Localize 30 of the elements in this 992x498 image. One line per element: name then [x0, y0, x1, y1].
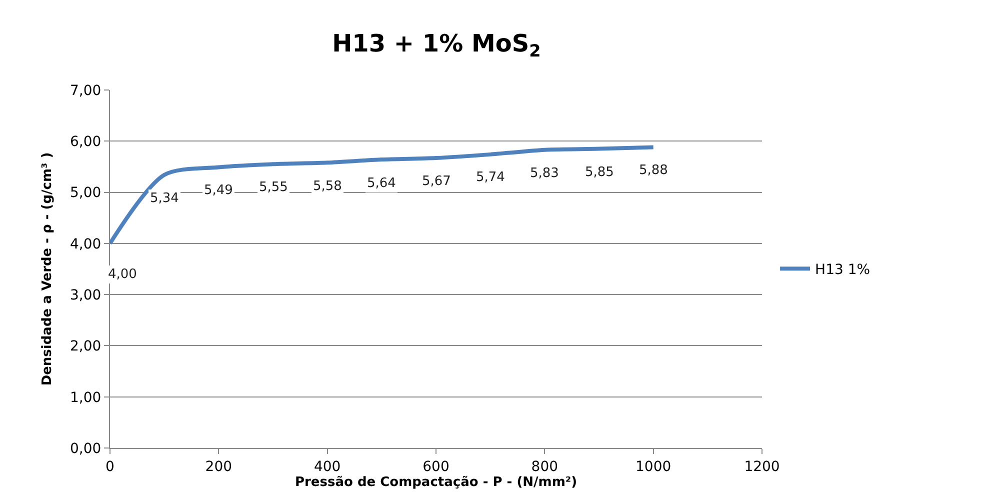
- x-tick-label: 1000: [636, 458, 672, 475]
- x-tick-label: 200: [205, 458, 232, 475]
- data-label: 5,83: [530, 166, 559, 181]
- y-tick-label: 6,00: [70, 134, 102, 150]
- y-tick-label: 7,00: [70, 82, 102, 99]
- data-label: 5,74: [476, 170, 505, 185]
- chart-title: H13 + 1% MoS$_{2}$: [332, 30, 541, 61]
- x-tick-label: 600: [422, 458, 450, 475]
- data-label: 5,67: [422, 174, 451, 189]
- y-axis-title: Densidade a Verde - ρ - (g/cm³ ): [40, 152, 55, 386]
- y-tick-label: 2,00: [70, 338, 102, 355]
- data-label: 4,00: [108, 267, 137, 282]
- x-tick-label: 800: [531, 458, 558, 475]
- y-tick-label: 3,00: [70, 287, 102, 304]
- x-tick-label: 0: [106, 458, 114, 475]
- data-label: 5,85: [585, 165, 614, 180]
- y-tick-label: 0,00: [70, 440, 102, 457]
- y-tick-label: 1,00: [70, 390, 102, 406]
- data-label: 5,34: [150, 191, 179, 206]
- data-label: 5,55: [259, 180, 288, 195]
- x-tick-label: 1200: [744, 458, 780, 475]
- x-tick-label: 400: [314, 458, 341, 475]
- data-label: 5,64: [367, 176, 396, 191]
- x-axis-title: Pressão de Compactação - P - (N/mm²): [294, 474, 578, 490]
- legend-label: H13 1%: [815, 262, 870, 278]
- y-tick-label: 5,00: [70, 185, 102, 202]
- data-label: 5,88: [639, 163, 668, 178]
- data-label: 5,58: [313, 179, 342, 194]
- data-label: 5,49: [204, 183, 233, 198]
- y-tick-label: 4,00: [70, 236, 102, 252]
